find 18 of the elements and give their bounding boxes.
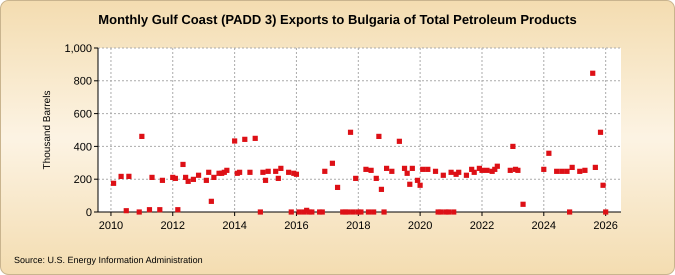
- y-tick-label: 0: [86, 206, 92, 219]
- x-tick-label: 2014: [222, 220, 247, 232]
- y-tick-label: 600: [74, 108, 92, 120]
- x-tick-label: 2012: [160, 220, 185, 232]
- y-tick-label: 200: [74, 174, 92, 186]
- x-tick-label: 2022: [470, 220, 494, 232]
- y-axis-title: Thousand Barrels: [42, 90, 53, 170]
- chart-title: Monthly Gulf Coast (PADD 3) Exports to Bulgaria of Total Petroleum Products: [98, 12, 577, 27]
- x-tick-label: 2024: [532, 220, 556, 232]
- y-tick-label: 400: [74, 141, 92, 154]
- y-tick-label: 800: [74, 76, 92, 88]
- x-tick-label: 2020: [408, 220, 432, 232]
- x-tick-label: 2016: [284, 220, 309, 232]
- x-tick-label: 2010: [98, 220, 124, 232]
- x-tick-label: 2018: [346, 220, 371, 232]
- source-note: Source: U.S. Energy Information Administration: [14, 255, 203, 265]
- y-tick-label: 1,000: [64, 42, 92, 55]
- x-tick-label: 2026: [593, 220, 618, 232]
